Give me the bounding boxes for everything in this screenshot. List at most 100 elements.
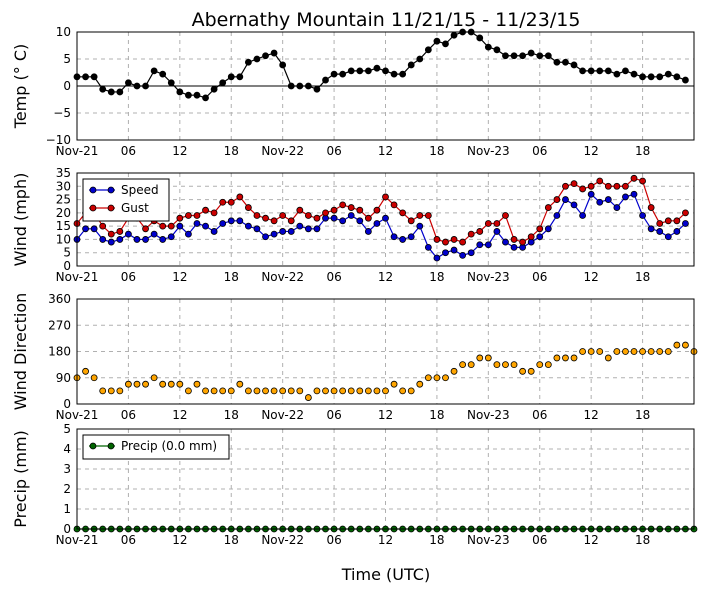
- data-point: [185, 212, 192, 219]
- data-point: [562, 58, 569, 66]
- data-point: [604, 196, 612, 203]
- data-point: [442, 374, 449, 382]
- data-point: [125, 230, 132, 238]
- data-point: [219, 79, 227, 87]
- series-gust: [73, 174, 689, 246]
- data-point: [407, 217, 415, 225]
- data-point: [399, 209, 407, 217]
- data-point: [587, 67, 595, 75]
- data-point: [596, 348, 604, 355]
- y-tick-label: 30: [56, 179, 71, 193]
- data-point: [390, 70, 398, 78]
- data-point: [364, 387, 372, 395]
- x-tick-label: 12: [378, 144, 393, 158]
- y-tick-label: 35: [56, 166, 71, 180]
- x-tick-label: 12: [172, 144, 187, 158]
- data-point: [373, 206, 381, 214]
- data-point: [407, 61, 415, 69]
- data-point: [244, 58, 252, 66]
- data-point: [133, 380, 141, 388]
- data-point: [82, 367, 89, 375]
- data-point: [133, 82, 141, 90]
- data-point: [476, 34, 484, 42]
- data-point: [647, 348, 655, 355]
- data-point: [613, 348, 621, 355]
- data-point: [673, 341, 681, 349]
- data-point: [125, 79, 132, 87]
- y-tick-label: 5: [63, 422, 71, 436]
- data-point: [630, 190, 638, 198]
- legend-marker: [107, 442, 115, 450]
- data-point: [262, 52, 269, 60]
- data-point: [570, 201, 578, 209]
- data-point: [442, 40, 449, 48]
- data-point: [202, 387, 209, 395]
- data-point: [176, 222, 184, 230]
- data-point: [664, 217, 672, 225]
- y-tick-label: 25: [56, 193, 71, 207]
- y-tick-label: 180: [48, 345, 71, 359]
- data-point: [630, 348, 638, 355]
- data-point: [656, 73, 664, 81]
- data-point: [287, 82, 295, 90]
- data-point: [682, 209, 689, 217]
- data-point: [502, 238, 509, 246]
- data-point: [664, 70, 672, 78]
- data-point: [339, 387, 347, 395]
- data-point: [244, 387, 252, 395]
- y-tick-label: 20: [56, 206, 71, 220]
- data-point: [450, 246, 458, 254]
- data-point: [219, 198, 227, 206]
- data-point: [279, 212, 287, 219]
- chart-title: Abernathy Mountain 11/21/15 - 11/23/15: [192, 9, 581, 31]
- data-point: [510, 236, 518, 243]
- data-point: [296, 387, 304, 395]
- data-point: [382, 67, 389, 75]
- y-tick-label: 2: [63, 482, 71, 496]
- x-tick-label: 12: [172, 533, 187, 547]
- data-point: [219, 220, 227, 227]
- y-tick-label: 0: [63, 522, 71, 536]
- x-tick-label: 18: [429, 270, 444, 284]
- data-point: [313, 85, 321, 93]
- data-point: [527, 233, 535, 241]
- data-point: [142, 380, 149, 388]
- x-tick-label: 06: [326, 144, 341, 158]
- data-point: [484, 354, 492, 362]
- y-tick-label: −10: [46, 133, 71, 147]
- data-point: [613, 70, 621, 78]
- data-point: [664, 233, 672, 241]
- legend-label: Speed: [121, 183, 159, 197]
- data-point: [90, 225, 98, 233]
- y-tick-label: 5: [63, 246, 71, 260]
- data-point: [202, 206, 209, 214]
- data-point: [630, 70, 638, 78]
- data-point: [322, 387, 329, 395]
- x-tick-label: Nov-21: [56, 144, 99, 158]
- legend-precip: Precip (0.0 mm): [82, 434, 230, 460]
- x-tick-label: 18: [635, 270, 650, 284]
- data-point: [304, 225, 312, 233]
- x-tick-label: 12: [584, 144, 599, 158]
- data-point: [339, 70, 347, 78]
- data-point: [493, 220, 501, 227]
- data-point: [262, 233, 269, 241]
- data-point: [622, 182, 629, 190]
- data-point: [176, 88, 184, 96]
- x-tick-label: 18: [429, 408, 444, 422]
- data-point: [330, 70, 338, 78]
- x-tick-label: 12: [172, 408, 187, 422]
- data-point: [347, 387, 355, 395]
- data-point: [330, 214, 338, 222]
- data-point: [467, 361, 475, 369]
- plot-frame: [76, 172, 695, 267]
- data-point: [322, 209, 329, 217]
- data-point: [356, 387, 364, 395]
- data-point: [373, 64, 381, 72]
- x-tick-label: 18: [224, 408, 239, 422]
- data-point: [116, 236, 124, 243]
- data-point: [219, 387, 227, 395]
- data-point: [82, 73, 89, 81]
- data-point: [176, 380, 184, 388]
- data-point: [107, 88, 115, 96]
